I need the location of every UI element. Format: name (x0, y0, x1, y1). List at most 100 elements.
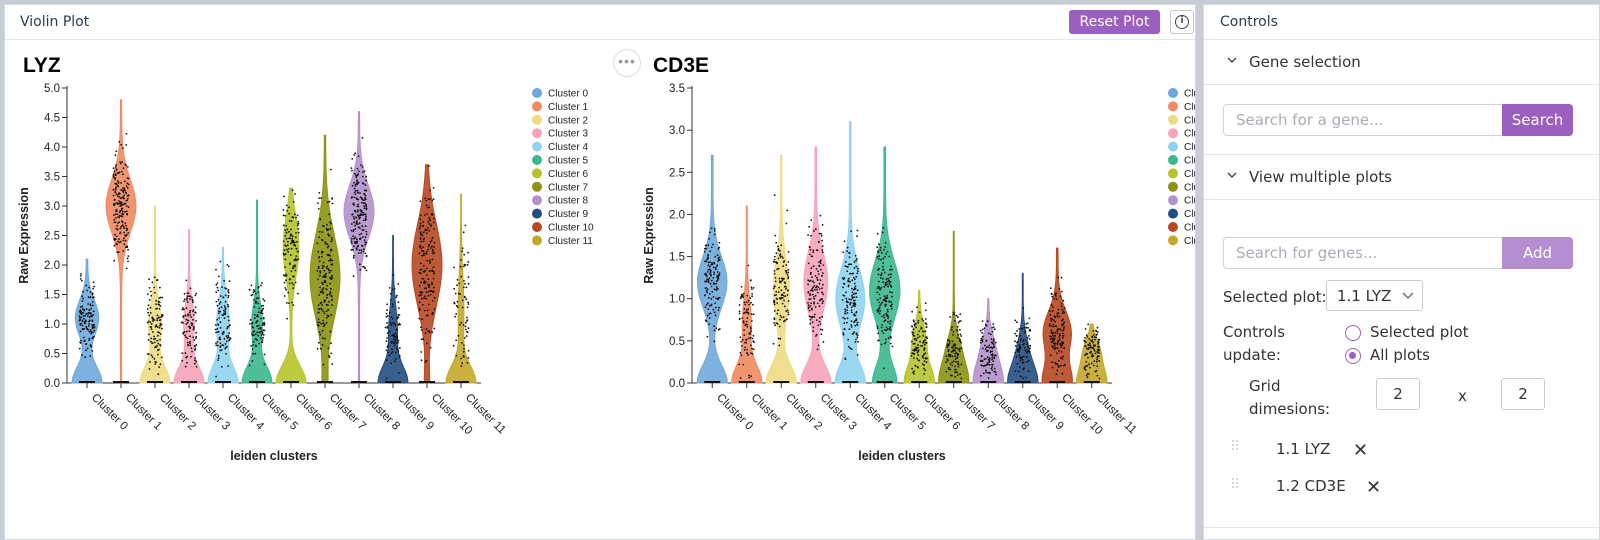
data-point (1015, 356, 1018, 358)
data-point (987, 363, 990, 366)
data-point (917, 349, 920, 351)
data-point (809, 248, 812, 251)
data-point (428, 229, 431, 232)
radio-all-plots-label[interactable]: All plots (1370, 346, 1430, 364)
data-point (821, 224, 824, 226)
data-point (364, 202, 366, 205)
data-point (286, 228, 289, 231)
data-point (880, 258, 882, 261)
data-point (461, 306, 464, 309)
data-point (257, 327, 260, 330)
data-point (294, 213, 296, 216)
selected-plot-select[interactable]: 1.1 LYZ (1326, 280, 1423, 311)
data-point (816, 291, 819, 294)
legend-swatch (532, 195, 542, 206)
remove-icon[interactable]: ✕ (1353, 440, 1369, 460)
data-point (364, 236, 367, 239)
data-point (954, 358, 957, 360)
data-point (149, 321, 152, 324)
data-point (189, 344, 192, 347)
data-point (780, 277, 783, 280)
remove-icon[interactable]: ✕ (1366, 477, 1382, 497)
data-point (954, 368, 957, 371)
data-point (1016, 341, 1018, 344)
data-point (461, 250, 464, 253)
data-point (785, 285, 787, 288)
radio-selected-plot[interactable] (1345, 325, 1361, 341)
data-point (809, 298, 812, 300)
y-tick-label: 2.0 (669, 209, 685, 221)
data-point (457, 334, 460, 337)
data-point (396, 346, 398, 349)
data-point (126, 212, 128, 215)
data-point (712, 277, 715, 279)
data-point (818, 316, 821, 319)
genes-search-input[interactable] (1223, 237, 1503, 269)
data-point (1021, 362, 1024, 364)
gene-search-input[interactable] (1223, 104, 1503, 136)
data-point (290, 228, 292, 231)
data-point (1018, 348, 1021, 351)
data-point (127, 248, 129, 251)
more-horizontal-icon[interactable]: ••• (613, 49, 641, 77)
data-point (780, 244, 783, 247)
grid-rows-input[interactable]: 2 (1376, 378, 1420, 410)
data-point (182, 315, 185, 317)
data-point (418, 271, 421, 274)
data-point (321, 255, 323, 258)
data-point (846, 246, 849, 249)
data-point (425, 281, 427, 283)
data-point (747, 312, 750, 315)
data-point (183, 298, 186, 301)
data-point (428, 216, 431, 219)
info-button[interactable]: i (1170, 10, 1194, 34)
data-point (774, 261, 776, 263)
data-point (773, 270, 776, 272)
data-point (113, 170, 116, 173)
data-point (751, 288, 753, 290)
data-point (878, 280, 880, 283)
drag-handle-icon[interactable] (1231, 439, 1239, 451)
accordion-gene-selection[interactable]: Gene selection (1204, 40, 1599, 85)
add-button[interactable]: Add (1502, 237, 1573, 269)
data-point (250, 284, 253, 287)
data-point (1097, 343, 1100, 345)
data-point (982, 372, 985, 375)
legend-label: Cluster 9 (548, 209, 588, 220)
x-axis-label: leiden clusters (858, 449, 946, 463)
data-point (715, 327, 718, 330)
data-point (778, 286, 780, 289)
grid-cols-input[interactable]: 2 (1501, 378, 1545, 410)
radio-selected-plot-label[interactable]: Selected plot (1370, 323, 1469, 341)
data-point (82, 312, 84, 314)
violin (377, 235, 409, 384)
accordion-multiple-plots[interactable]: View multiple plots (1204, 155, 1599, 200)
data-point (327, 234, 330, 237)
reset-plot-button[interactable]: Reset Plot (1069, 10, 1160, 34)
data-point (921, 363, 924, 366)
data-point (843, 328, 846, 331)
data-point (777, 245, 779, 248)
data-point (423, 214, 426, 217)
data-point (885, 253, 887, 255)
data-point (718, 272, 721, 275)
data-point (126, 187, 129, 189)
violin-points (910, 302, 928, 375)
data-point (252, 334, 255, 337)
drag-handle-icon[interactable] (1231, 477, 1239, 489)
data-point (222, 344, 225, 347)
data-point (820, 298, 823, 300)
data-point (217, 323, 219, 326)
data-point (854, 254, 857, 257)
data-point (778, 277, 781, 280)
data-point (783, 299, 785, 302)
radio-all-plots[interactable] (1345, 348, 1361, 364)
data-point (391, 305, 394, 308)
data-point (1097, 345, 1099, 348)
search-button[interactable]: Search (1502, 104, 1573, 136)
data-point (354, 193, 357, 196)
data-point (189, 327, 192, 330)
legend-label: Cluster 4 (548, 142, 588, 153)
data-point (326, 294, 328, 296)
data-point (78, 347, 81, 350)
